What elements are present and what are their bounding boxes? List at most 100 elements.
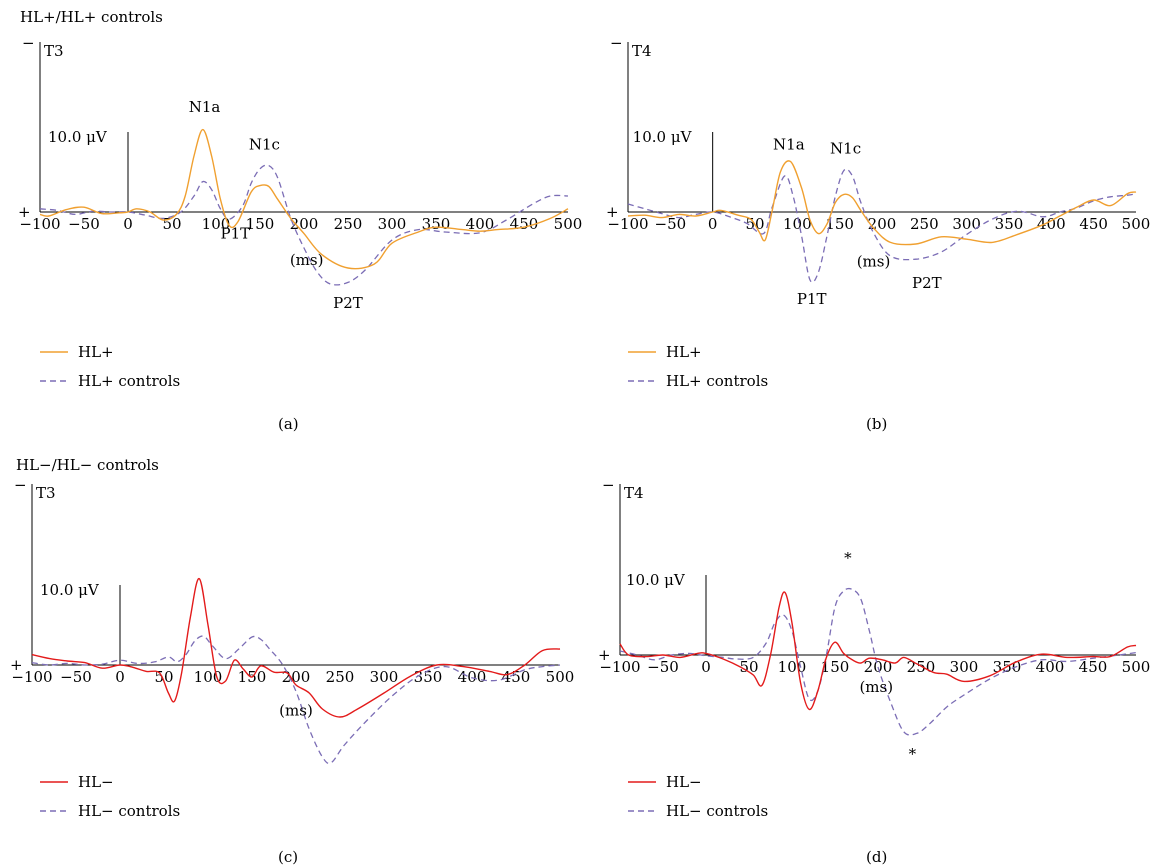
annotation-label: P1T	[797, 290, 827, 308]
legend-label: HL+	[78, 343, 114, 361]
x-tick-label: 0	[701, 658, 711, 676]
legend-label: HL+ controls	[78, 372, 180, 390]
x-tick-label: 400	[1036, 658, 1065, 676]
x-tick-label: 250	[326, 668, 355, 686]
x-tick-label: −100	[599, 658, 640, 676]
polarity-positive-label: +	[10, 656, 23, 674]
series-line-controls	[31, 635, 561, 764]
x-tick-label: −100	[607, 215, 648, 233]
x-tick-label: 300	[378, 215, 407, 233]
polarity-negative-label: −	[610, 34, 623, 52]
x-tick-label: 250	[334, 215, 363, 233]
x-tick-label: 450	[1079, 215, 1108, 233]
x-tick-label: 0	[708, 215, 718, 233]
annotation-label: P2T	[912, 274, 942, 292]
channel-label: T3	[36, 484, 56, 502]
annotation-label: *	[909, 745, 917, 763]
chart-panel-d: − + T4 10.0 μV −100 −50 0 50 100 150 200 250 300 350 4…	[588, 472, 1151, 852]
annotation-label: (ms)	[279, 701, 313, 719]
series-line-main	[627, 160, 1137, 246]
x-tick-label: −50	[68, 215, 100, 233]
x-tick-label: −50	[655, 215, 687, 233]
annotation-label: P2T	[333, 294, 363, 312]
annotation-label: N1a	[189, 98, 221, 116]
scale-bar-label: 10.0 μV	[48, 128, 108, 146]
annotation-label: P1T	[221, 224, 251, 242]
x-tick-label: 500	[554, 215, 583, 233]
panel-caption-b: (b)	[866, 415, 888, 433]
annotation-label: (ms)	[857, 252, 891, 270]
x-tick-label: 300	[952, 215, 981, 233]
polarity-positive-label: +	[598, 646, 611, 664]
x-tick-label: −50	[60, 668, 92, 686]
x-tick-label: 100	[194, 668, 223, 686]
x-tick-label: 100	[783, 215, 812, 233]
x-tick-label: 450	[502, 668, 531, 686]
series-line-controls	[627, 168, 1137, 283]
legend-label: HL+ controls	[666, 372, 768, 390]
panel-caption-a: (a)	[278, 415, 299, 433]
x-tick-label: −100	[11, 668, 52, 686]
series-line-main	[619, 591, 1137, 711]
x-tick-label: 150	[246, 215, 275, 233]
x-tick-label: 400	[458, 668, 487, 686]
annotation-label: N1c	[249, 136, 280, 154]
legend-label: HL− controls	[78, 802, 180, 820]
legend-label: HL−	[666, 773, 702, 791]
x-tick-label: 200	[282, 668, 311, 686]
x-tick-label: 350	[422, 215, 451, 233]
x-tick-label: 300	[370, 668, 399, 686]
legend-label: HL− controls	[666, 802, 768, 820]
x-tick-label: 500	[546, 668, 575, 686]
scale-bar-label: 10.0 μV	[626, 571, 686, 589]
channel-label: T3	[44, 42, 64, 60]
legend-label: HL−	[78, 773, 114, 791]
series-line-controls	[39, 164, 569, 286]
x-tick-label: 450	[1079, 658, 1108, 676]
x-tick-label: 150	[821, 658, 850, 676]
group-title-hl-plus: HL+/HL+ controls	[20, 8, 163, 26]
scale-bar-label: 10.0 μV	[633, 128, 693, 146]
panel-caption-c: (c)	[278, 848, 299, 866]
x-tick-label: −50	[647, 658, 679, 676]
x-tick-label: 500	[1122, 658, 1151, 676]
x-tick-label: 350	[995, 215, 1024, 233]
x-tick-label: 200	[290, 215, 319, 233]
annotation-label: N1c	[830, 140, 861, 158]
polarity-negative-label: −	[14, 476, 27, 494]
chart-panel-b: − + T4 10.0 μV −100 −50 0 50 100 150 200 250 300 350 4…	[588, 30, 1151, 410]
channel-label: T4	[624, 484, 644, 502]
scale-bar-label: 10.0 μV	[40, 581, 100, 599]
chart-panel-a: − + T3 10.0 μV −100 −50 0 50 100 150 200 250 300 350 4…	[0, 30, 582, 410]
x-tick-label: 350	[414, 668, 443, 686]
x-tick-label: 100	[202, 215, 231, 233]
channel-label: T4	[632, 42, 652, 60]
polarity-negative-label: −	[602, 476, 615, 494]
x-tick-label: 250	[910, 215, 939, 233]
annotation-label: *	[844, 549, 852, 567]
polarity-negative-label: −	[22, 34, 35, 52]
x-tick-label: 400	[466, 215, 495, 233]
polarity-positive-label: +	[606, 203, 619, 221]
x-tick-label: 0	[115, 668, 125, 686]
x-tick-label: 500	[1122, 215, 1151, 233]
annotation-label: (ms)	[290, 251, 324, 269]
x-tick-label: 300	[950, 658, 979, 676]
annotation-label: (ms)	[859, 678, 893, 696]
chart-panel-c: − + T3 10.0 μV −100 −50 0 50 100 150 200 250 300 350 4…	[0, 472, 574, 852]
series-line-controls	[619, 587, 1137, 736]
panel-caption-d: (d)	[866, 848, 888, 866]
x-tick-label: 50	[739, 658, 758, 676]
x-tick-label: 200	[864, 658, 893, 676]
group-title-hl-minus: HL−/HL− controls	[16, 456, 159, 474]
x-tick-label: −100	[19, 215, 60, 233]
x-tick-label: 400	[1037, 215, 1066, 233]
x-tick-label: 0	[123, 215, 133, 233]
series-line-main	[31, 577, 561, 718]
polarity-positive-label: +	[18, 203, 31, 221]
annotation-label: N1a	[773, 136, 805, 154]
